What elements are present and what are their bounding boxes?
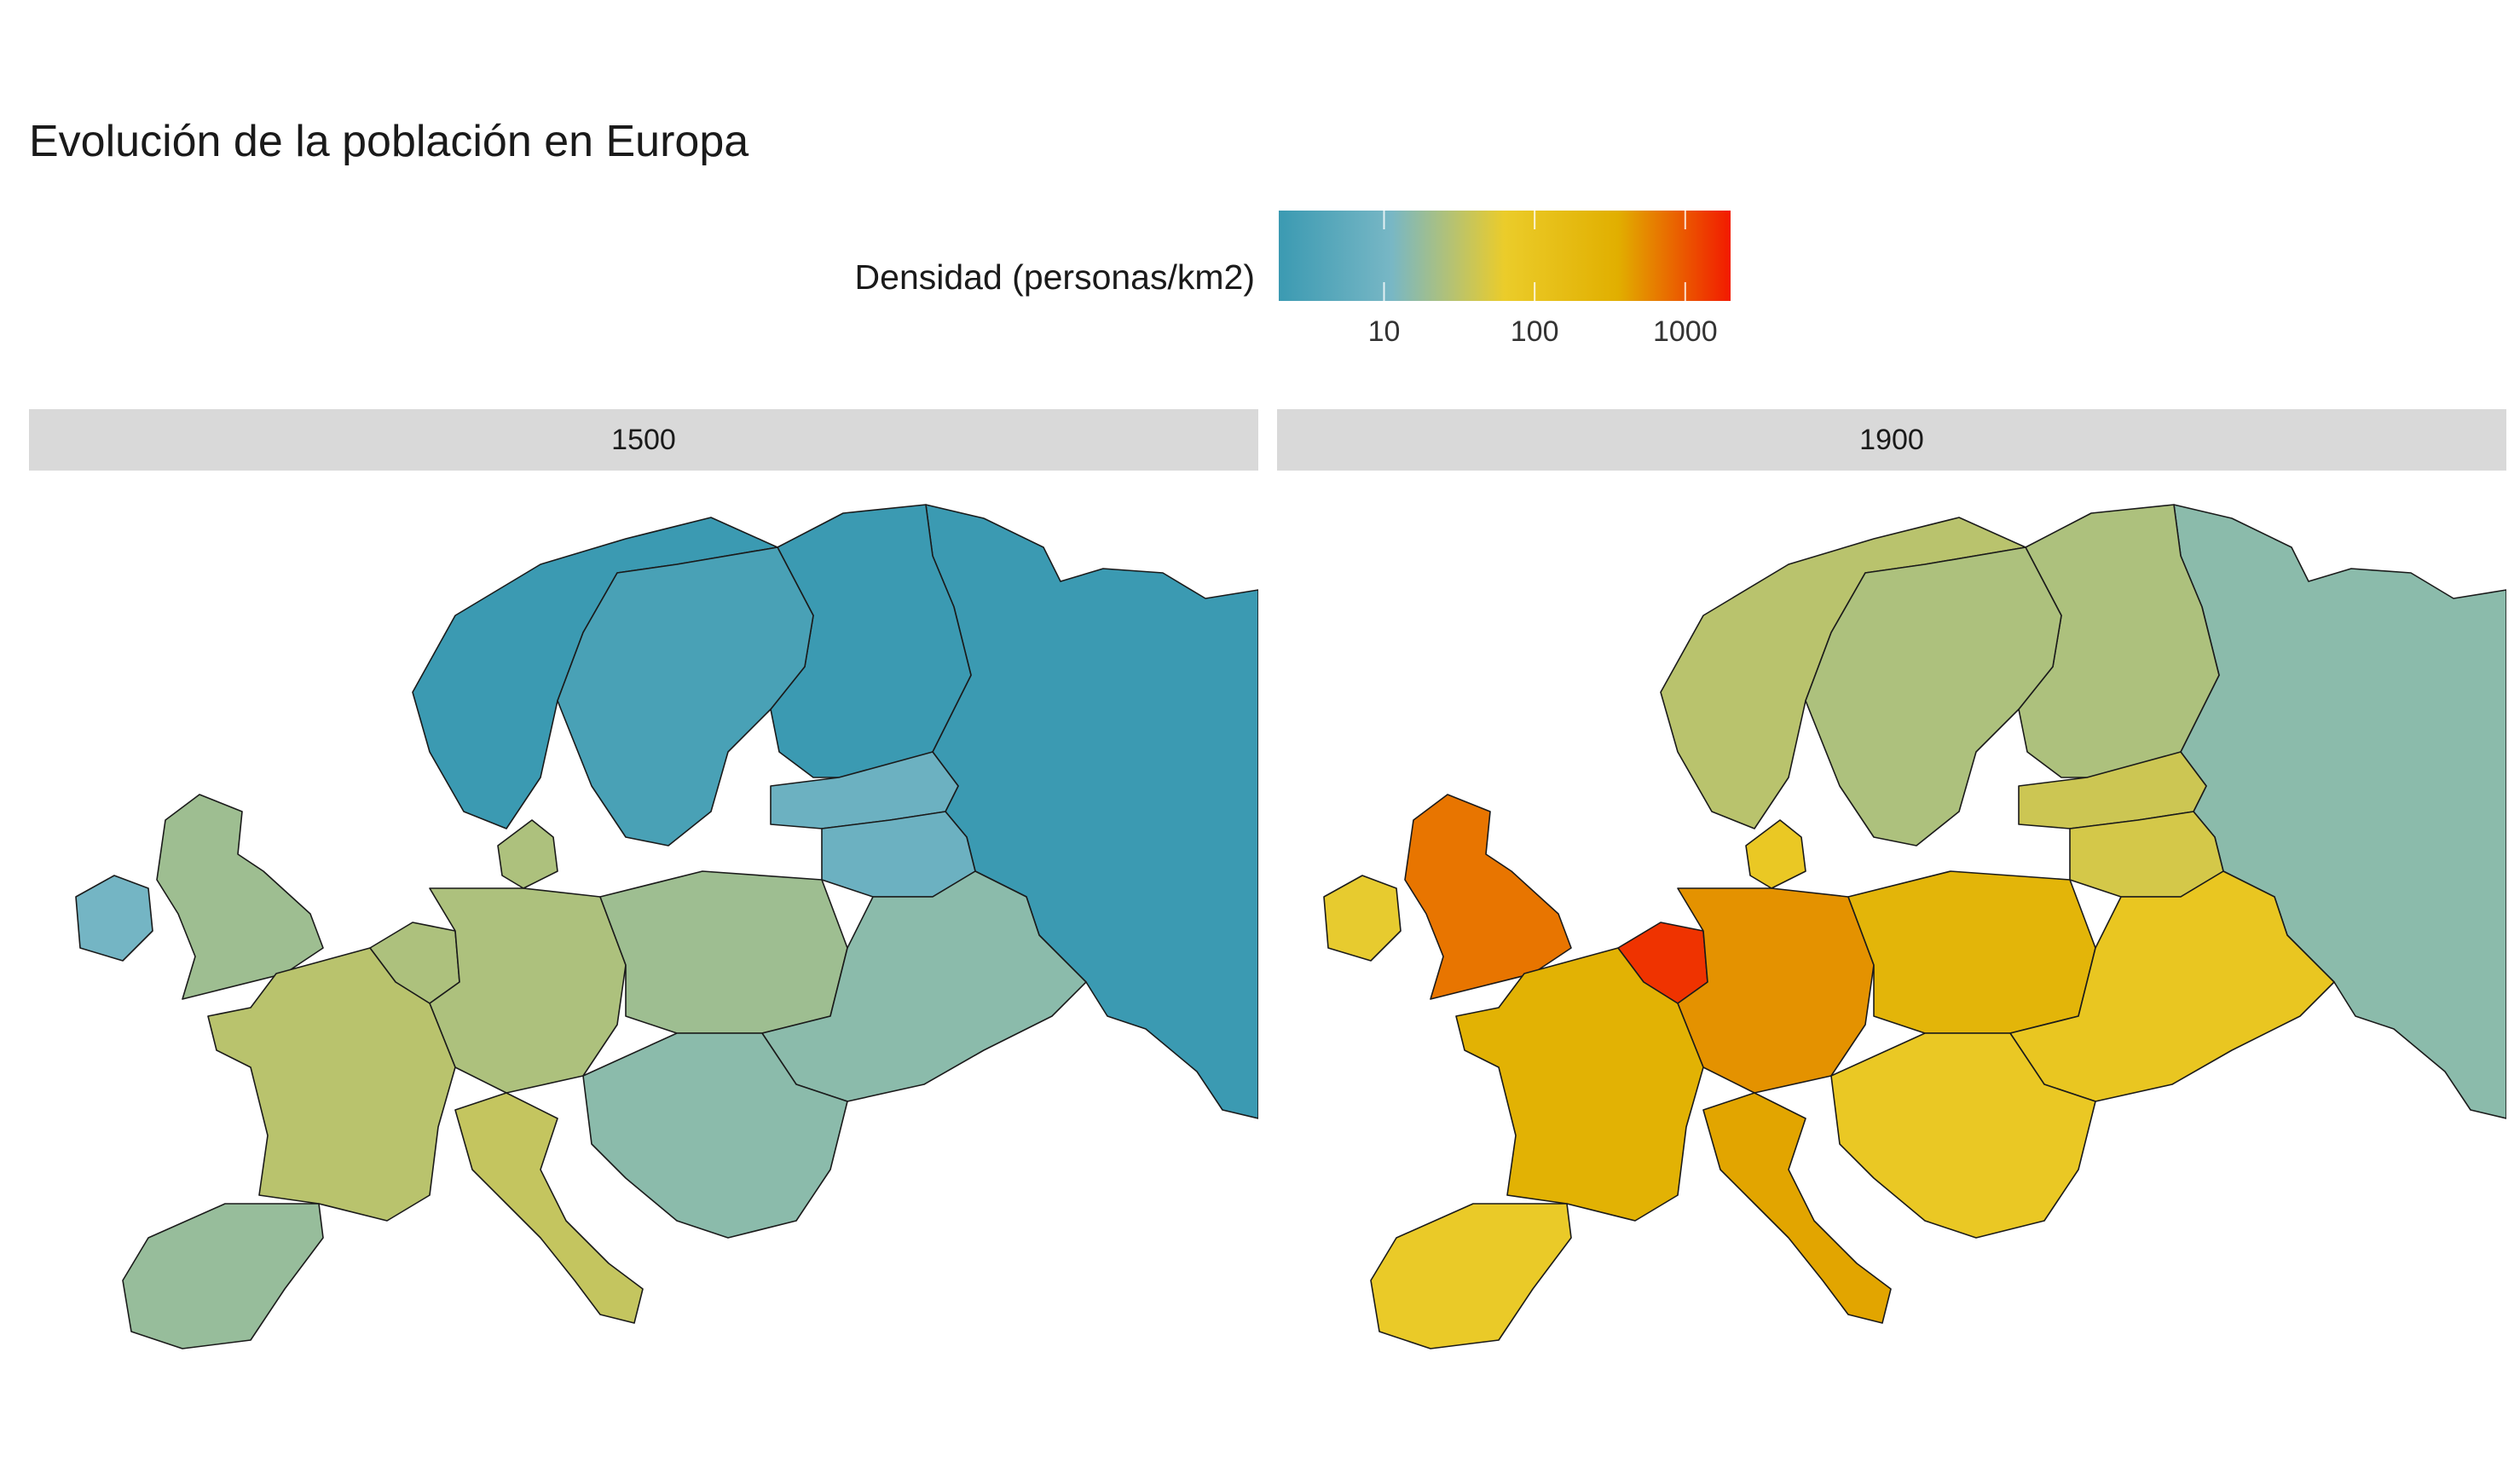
- region-iberia: [122, 1203, 324, 1349]
- region-ukraine: [2009, 870, 2335, 1102]
- region-italy: [1702, 1092, 1892, 1324]
- legend-tick-label: 10: [1367, 315, 1401, 348]
- region-united-kingdom: [156, 794, 324, 1000]
- region-ukraine: [761, 870, 1087, 1102]
- panel-1500: 1500: [29, 409, 1258, 1357]
- legend-title: Densidad (personas/km2): [854, 257, 1255, 297]
- region-balkans: [1830, 1032, 2096, 1239]
- legend-tick-label: 100: [1510, 315, 1559, 348]
- region-france: [1455, 947, 1704, 1222]
- region-germany: [1677, 887, 1875, 1094]
- region-poland: [1847, 870, 2096, 1034]
- map-1500: [75, 504, 1258, 1349]
- region-sweden: [557, 546, 814, 847]
- legend-tick-label: 1000: [1652, 315, 1718, 348]
- region-iberia: [1370, 1203, 1572, 1349]
- panel-1900: 1900: [1277, 409, 2506, 1357]
- facet-strip-1500: 1500: [29, 409, 1258, 471]
- legend-ticks: 10 100 1000: [1279, 315, 1731, 358]
- region-ireland: [75, 875, 153, 962]
- region-denmark: [497, 819, 558, 889]
- region-italy: [454, 1092, 644, 1324]
- facet-strip-1900: 1900: [1277, 409, 2506, 471]
- region-ireland: [1323, 875, 1402, 962]
- chart-title: Evolución de la población en Europa: [29, 117, 749, 166]
- region-denmark: [1745, 819, 1806, 889]
- region-france: [207, 947, 456, 1222]
- map-1900: [1323, 504, 2506, 1349]
- legend-colorbar: [1279, 211, 1731, 301]
- region-balkans: [582, 1032, 848, 1239]
- region-united-kingdom: [1404, 794, 1572, 1000]
- region-germany: [429, 887, 627, 1094]
- region-poland: [599, 870, 848, 1034]
- region-sweden: [1805, 546, 2062, 847]
